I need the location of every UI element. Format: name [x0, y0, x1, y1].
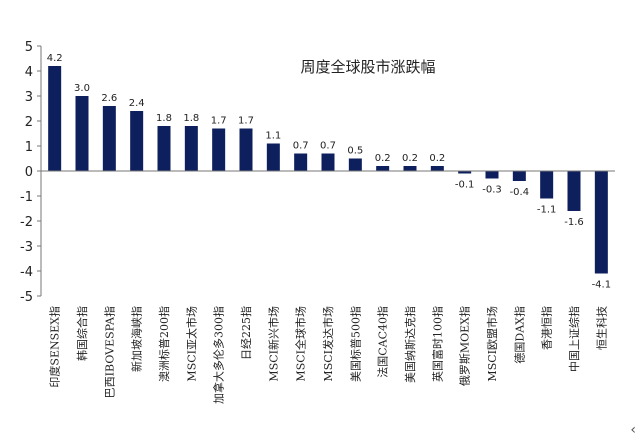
- x-axis: 印度SENSEX指 韩国综合指 巴西IBOVESPA指 新加坡海峡指 澳洲标普200指 M…: [41, 170, 615, 404]
- y-tick-label: -2: [20, 215, 33, 230]
- bar: [512, 171, 526, 181]
- y-axis: -5 -4 -3 -2 -1 0 1 2 3 4 5: [20, 40, 42, 305]
- chevron-left-icon[interactable]: ‹: [630, 422, 636, 438]
- bar-value-label: 2.6: [101, 93, 117, 104]
- x-tick-label: MSCI全球市场: [294, 306, 308, 382]
- bar-value-label: -0.4: [510, 187, 530, 198]
- x-tick-label: 法国CAC40指: [376, 306, 390, 378]
- x-tick-label: 澳洲标普200指: [157, 306, 171, 382]
- bar: [212, 128, 226, 171]
- bar-value-label: 3.0: [74, 83, 90, 94]
- bar: [594, 171, 608, 274]
- y-tick-label: 0: [25, 165, 33, 180]
- bar-value-label: 0.2: [402, 153, 418, 164]
- bar-value-label: -0.1: [455, 180, 475, 191]
- bar-value-label: 1.7: [211, 116, 227, 127]
- x-tick-label: 美国纳斯达克指: [403, 306, 417, 383]
- bar: [130, 111, 144, 171]
- x-tick-label: MSCI欧盟市场: [485, 306, 499, 382]
- x-tick-label: 德国DAX指: [512, 306, 526, 364]
- bar-value-label: 1.7: [238, 116, 254, 127]
- y-tick-label: -4: [20, 265, 33, 280]
- bar: [485, 171, 499, 179]
- y-tick-label: -5: [20, 290, 33, 305]
- x-tick-label: 中国上证综指: [567, 306, 581, 372]
- bar-value-label: 0.7: [320, 141, 336, 152]
- x-tick-label: MSCI亚太市场: [184, 306, 198, 382]
- bar-series: 4.2 3.0 2.6 2.4 1.8 1.8 1.7 1.7 1.1 0.7 0.7 0.5 0.2 0…: [47, 53, 611, 291]
- x-tick-label: 日经225指: [239, 306, 253, 360]
- x-tick-label: MSCI发达市场: [321, 306, 335, 382]
- bar: [321, 153, 335, 171]
- x-tick-label: 俄罗斯MOEX指: [458, 306, 472, 386]
- x-tick-label: 香港恒指: [540, 306, 554, 350]
- bar-value-label: 0.2: [429, 153, 445, 164]
- bar-value-label: 0.2: [375, 153, 391, 164]
- bar: [348, 158, 362, 171]
- bar-value-label: 4.2: [47, 53, 63, 64]
- x-tick-label: 韩国综合指: [75, 306, 89, 361]
- bar: [294, 153, 308, 171]
- y-tick-label: 5: [25, 40, 33, 55]
- y-tick-label: -1: [20, 190, 33, 205]
- bar-value-label: 2.4: [129, 98, 145, 109]
- bar-value-label: 0.7: [293, 141, 309, 152]
- y-tick-label: 4: [25, 65, 33, 80]
- bar-value-label: -4.1: [592, 280, 612, 291]
- bar: [239, 128, 253, 171]
- bar-value-label: 1.8: [156, 113, 172, 124]
- x-tick-label: 美国标普500指: [348, 306, 362, 382]
- y-tick-label: 2: [25, 115, 33, 130]
- bar-value-label: -1.6: [564, 217, 584, 228]
- bar-value-label: 1.8: [183, 113, 199, 124]
- x-tick-label: 加拿大多伦多300指: [212, 306, 226, 404]
- bar: [184, 126, 198, 171]
- bar: [157, 126, 171, 171]
- bar-value-label: -1.1: [537, 205, 557, 216]
- bar-value-label: -0.3: [482, 185, 502, 196]
- bar: [102, 106, 116, 171]
- bar-value-label: 1.1: [265, 131, 281, 142]
- bar: [403, 166, 417, 171]
- x-tick-label: 英国富时100指: [430, 306, 444, 382]
- x-tick-label: 恒生科技: [594, 306, 608, 350]
- x-tick-label: MSCI新兴市场: [266, 306, 280, 382]
- y-tick-label: -3: [20, 240, 33, 255]
- bar: [75, 96, 89, 171]
- y-tick-label: 1: [25, 140, 33, 155]
- x-tick-label: 新加坡海峡指: [130, 306, 144, 372]
- x-tick-label: 巴西IBOVESPA指: [102, 306, 116, 398]
- bar: [376, 166, 390, 171]
- bar: [540, 171, 554, 199]
- bar-value-label: 0.5: [347, 146, 363, 157]
- y-tick-label: 3: [25, 90, 33, 105]
- x-tick-label: 印度SENSEX指: [48, 306, 62, 388]
- chart-title: 周度全球股市涨跌幅: [300, 58, 435, 76]
- bar: [48, 66, 62, 171]
- bar: [266, 143, 280, 171]
- bar: [458, 171, 472, 174]
- bar: [567, 171, 581, 211]
- bar: [430, 166, 444, 171]
